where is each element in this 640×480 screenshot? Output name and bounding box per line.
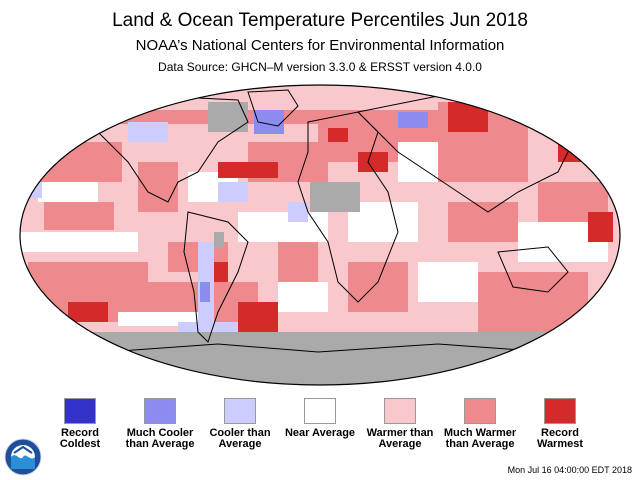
legend-swatch — [544, 398, 576, 424]
legend-item-much-warmer: Much Warmer than Average — [440, 398, 520, 450]
legend-label: Cooler than Average — [209, 427, 271, 450]
legend-item-much-cooler: Much Cooler than Average — [120, 398, 200, 450]
map-subtitle: NOAA’s National Centers for Environmenta… — [135, 37, 505, 54]
legend-swatch — [224, 398, 256, 424]
greenland-outline — [247, 89, 299, 127]
legend-label: Much Warmer than Average — [443, 427, 517, 450]
world-percentile-map — [19, 84, 621, 386]
map-title: Land & Ocean Temperature Percentiles Jun… — [112, 10, 528, 31]
south-america-outline — [183, 211, 249, 343]
noaa-logo-icon — [4, 438, 42, 476]
legend-label: Warmer than Average — [366, 427, 434, 450]
timestamp: Mon Jul 16 04:00:00 EDT 2018 — [507, 465, 632, 475]
legend-item-record-coldest: Record Coldest — [40, 398, 120, 450]
australia-outline — [497, 246, 569, 293]
legend-label: Record Coldest — [59, 427, 101, 450]
legend-item-warmer: Warmer than Average — [360, 398, 440, 450]
legend-item-record-warmest: Record Warmest — [520, 398, 600, 450]
globe-border — [19, 84, 621, 386]
legend: Record Coldest Much Cooler than Average … — [40, 398, 600, 462]
coastlines — [77, 89, 579, 355]
much-cooler-regions — [200, 110, 428, 302]
antarctica-outline — [77, 343, 579, 355]
legend-item-cooler: Cooler than Average — [200, 398, 280, 450]
legend-item-near-average: Near Average — [280, 398, 360, 439]
legend-label: Near Average — [284, 427, 356, 439]
north-america-outline — [77, 95, 249, 203]
legend-swatch — [304, 398, 336, 424]
legend-label: Record Warmest — [536, 427, 584, 450]
legend-label: Much Cooler than Average — [125, 427, 195, 450]
legend-swatch — [64, 398, 96, 424]
data-source: Data Source: GHCN–M version 3.3.0 & ERSS… — [158, 60, 482, 74]
legend-swatch — [144, 398, 176, 424]
europe-africa-outline — [297, 111, 399, 303]
legend-swatch — [384, 398, 416, 424]
legend-swatch — [464, 398, 496, 424]
